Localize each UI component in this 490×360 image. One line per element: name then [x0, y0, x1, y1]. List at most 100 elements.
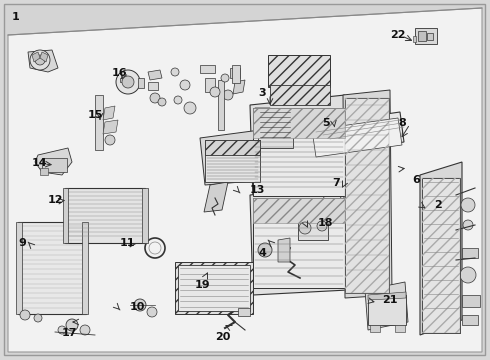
Text: 2: 2 [434, 200, 442, 210]
Circle shape [461, 198, 475, 212]
Text: 14: 14 [32, 158, 48, 168]
Text: 22: 22 [390, 30, 406, 40]
Circle shape [30, 50, 50, 70]
Polygon shape [250, 185, 348, 295]
Circle shape [122, 76, 134, 88]
Polygon shape [82, 222, 88, 314]
Bar [418, 31, 426, 41]
Polygon shape [255, 108, 272, 145]
Circle shape [147, 307, 157, 317]
Polygon shape [28, 50, 58, 72]
Bar [253, 198, 345, 223]
Text: 18: 18 [318, 218, 334, 228]
Text: 11: 11 [120, 238, 136, 248]
Bar [175, 262, 253, 314]
Bar [422, 178, 460, 333]
Bar [95, 95, 103, 150]
Circle shape [66, 319, 78, 331]
Bar [422, 178, 460, 333]
Polygon shape [200, 130, 265, 185]
Circle shape [158, 98, 166, 106]
Text: 20: 20 [215, 332, 230, 342]
Bar [368, 295, 406, 325]
Text: 9: 9 [18, 238, 26, 248]
Polygon shape [148, 70, 162, 80]
Bar [258, 240, 288, 262]
Circle shape [223, 90, 233, 100]
Polygon shape [312, 118, 402, 157]
Bar [205, 140, 260, 182]
Circle shape [116, 70, 140, 94]
Bar [18, 222, 86, 314]
Circle shape [150, 93, 160, 103]
Bar [270, 85, 330, 105]
Bar [232, 65, 240, 83]
Text: 6: 6 [412, 175, 420, 185]
Circle shape [171, 68, 179, 76]
Polygon shape [40, 168, 48, 175]
Polygon shape [413, 36, 416, 42]
Polygon shape [8, 8, 482, 352]
Circle shape [20, 310, 30, 320]
Circle shape [184, 102, 196, 114]
Polygon shape [142, 188, 148, 243]
Text: 12: 12 [48, 195, 64, 205]
Bar [253, 108, 345, 138]
Polygon shape [370, 325, 380, 332]
Circle shape [460, 267, 476, 283]
Circle shape [180, 80, 190, 90]
Circle shape [80, 325, 90, 335]
Polygon shape [310, 112, 404, 155]
Polygon shape [63, 188, 68, 243]
Polygon shape [148, 82, 158, 90]
Circle shape [317, 221, 327, 231]
Bar [345, 98, 389, 293]
Text: 8: 8 [398, 118, 406, 128]
Polygon shape [230, 68, 240, 78]
Polygon shape [103, 120, 118, 134]
Polygon shape [293, 210, 330, 245]
Text: 1: 1 [12, 12, 20, 22]
Bar [268, 55, 330, 87]
Bar [462, 248, 478, 258]
Bar [298, 218, 328, 240]
Bar [345, 98, 389, 293]
Polygon shape [395, 325, 405, 332]
Polygon shape [233, 80, 245, 94]
Polygon shape [278, 238, 290, 262]
Bar [238, 308, 250, 316]
Polygon shape [16, 222, 22, 314]
Bar [65, 188, 145, 243]
Polygon shape [32, 52, 40, 62]
Bar [205, 140, 260, 155]
Bar [462, 295, 480, 307]
Circle shape [34, 314, 42, 322]
Text: 4: 4 [258, 248, 266, 258]
Polygon shape [420, 162, 462, 335]
Polygon shape [322, 172, 348, 205]
Polygon shape [365, 282, 408, 330]
Bar [462, 315, 478, 325]
Polygon shape [35, 148, 72, 175]
Bar [253, 198, 345, 288]
Bar [218, 80, 224, 130]
Bar [120, 78, 128, 82]
Text: 7: 7 [332, 178, 340, 188]
Bar [427, 33, 433, 40]
Bar [200, 65, 215, 73]
Circle shape [105, 135, 115, 145]
Bar [205, 78, 215, 92]
Circle shape [35, 55, 45, 65]
Bar [415, 28, 437, 44]
Text: 16: 16 [112, 68, 127, 78]
Text: 19: 19 [195, 280, 211, 290]
Text: 3: 3 [258, 88, 266, 98]
Text: 5: 5 [322, 118, 330, 128]
Text: 13: 13 [250, 185, 266, 195]
Circle shape [299, 222, 311, 234]
Circle shape [134, 299, 146, 311]
Bar [253, 108, 345, 196]
Polygon shape [368, 292, 406, 300]
Circle shape [174, 96, 182, 104]
Text: 21: 21 [382, 295, 397, 305]
